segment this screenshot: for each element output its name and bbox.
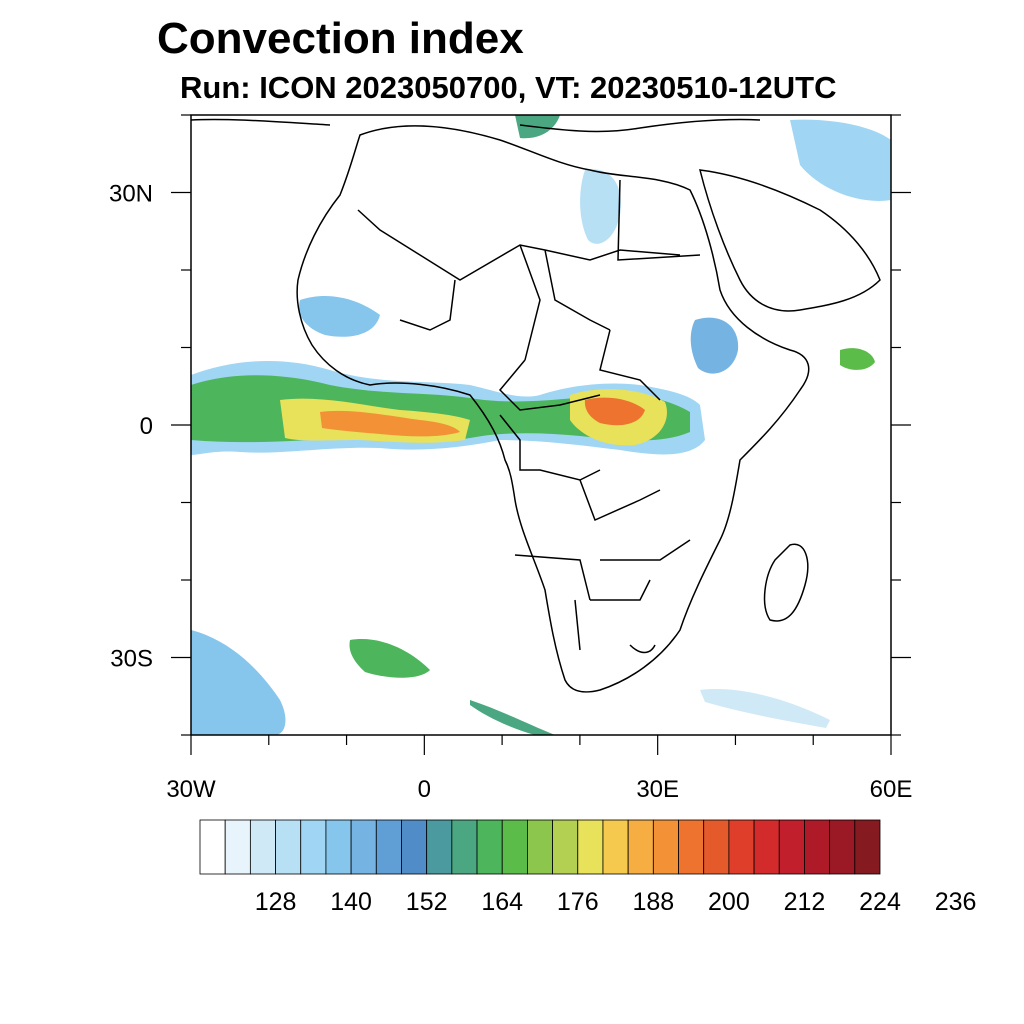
field-west-sahel [299, 295, 380, 337]
field-northeast [790, 119, 891, 201]
colorbar-label: 140 [330, 888, 372, 916]
chart-title: Convection index [157, 14, 524, 63]
colorbar-swatch [778, 819, 805, 875]
convection-field [191, 115, 891, 735]
axis-tick-labels: 30W 0 30E 60E 30N 0 30S [109, 181, 912, 804]
colorbar-label: 224 [859, 888, 901, 916]
colorbar-swatch [476, 819, 503, 875]
lat-tick-label: 30S [110, 646, 153, 673]
field-southwest [191, 630, 286, 735]
lon-tick-label: 30W [166, 776, 216, 803]
colorbar-swatch [501, 819, 528, 875]
colorbar-swatch [224, 819, 251, 875]
colorbar-swatch [602, 819, 629, 875]
colorbar-swatch [375, 819, 402, 875]
field-southern-streak [700, 689, 830, 728]
field-central-africa-hot [584, 397, 645, 426]
colorbar-swatch [552, 819, 579, 875]
colorbar-label: 212 [784, 888, 826, 916]
africa-coastline [296, 125, 810, 693]
colorbar-swatch [325, 819, 352, 875]
field-arabia [580, 169, 621, 244]
colorbar-label: 128 [255, 888, 297, 916]
colorbar-swatch [829, 819, 856, 875]
colorbar-swatch [249, 819, 276, 875]
lon-tick-label: 0 [418, 776, 431, 803]
colorbar-swatch [527, 819, 553, 875]
colorbar-swatch [300, 819, 327, 875]
colorbar-swatch [728, 819, 755, 875]
colorbar-label: 188 [632, 888, 674, 916]
axis-ticks [171, 114, 911, 755]
colorbar-swatch [678, 819, 705, 875]
colorbar-label: 200 [708, 888, 750, 916]
colorbar-swatch [753, 819, 780, 875]
colorbar [199, 819, 881, 875]
colorbar-label: 164 [481, 888, 523, 916]
arabia-coastline [699, 169, 881, 312]
colorbar-swatch [577, 819, 604, 875]
colorbar-swatch [804, 819, 831, 875]
lat-tick-label: 30N [109, 181, 153, 208]
colorbar-swatch [627, 819, 654, 875]
lat-tick-label: 0 [140, 413, 153, 440]
field-ethiopia [690, 317, 739, 374]
lon-tick-label: 30E [636, 776, 679, 803]
colorbar-swatch [426, 819, 453, 875]
colorbar-swatch [350, 819, 377, 875]
colorbar-label: 152 [406, 888, 448, 916]
country-borders [357, 179, 701, 654]
field-band-hot [320, 410, 460, 437]
field-indian-ocean [840, 348, 875, 370]
colorbar-swatch [451, 819, 478, 875]
colorbar-swatch [401, 819, 428, 875]
europe-coastline [191, 118, 761, 133]
colorbar-label: 176 [557, 888, 599, 916]
madagascar-coastline [763, 543, 809, 622]
colorbar-swatch [703, 819, 730, 875]
lon-tick-label: 60E [870, 776, 913, 803]
colorbar-swatch [854, 819, 881, 875]
run-subtitle: Run: ICON 2023050700, VT: 20230510-12UTC [180, 70, 837, 105]
field-south-tail [470, 700, 555, 735]
colorbar-labels: 128 140 152 164 176 188 200 212 224 236 [255, 888, 977, 916]
colorbar-swatch [275, 819, 302, 875]
field-south-atlantic [349, 639, 430, 678]
colorbar-swatch [652, 819, 679, 875]
colorbar-label: 236 [935, 888, 977, 916]
colorbar-swatch [199, 819, 226, 875]
coastlines [191, 118, 881, 693]
